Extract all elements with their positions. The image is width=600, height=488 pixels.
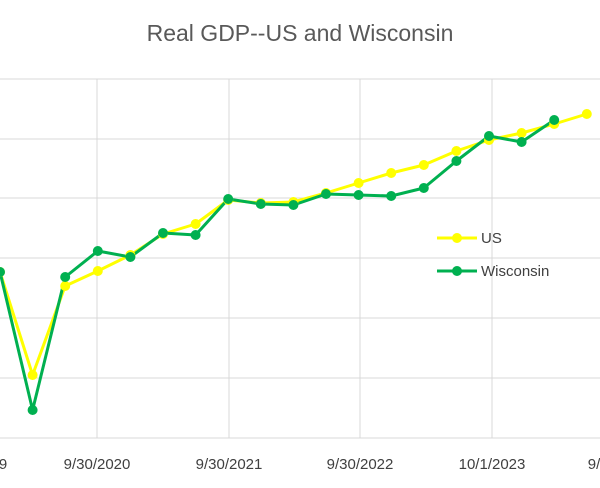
data-point-wisconsin [92,246,103,256]
x-tick-label: 9/ [588,456,600,473]
data-point-us [353,178,364,188]
legend-wisconsin-label: Wisconsin [481,263,549,280]
data-point-us [386,168,397,178]
x-tick-label: 9/30/2020 [64,456,131,473]
data-point-wisconsin [223,194,234,204]
legend: US Wisconsin [437,230,549,280]
data-point-wisconsin [27,405,38,415]
data-point-wisconsin [125,252,136,262]
data-point-wisconsin [418,183,429,193]
data-point-wisconsin [190,230,201,240]
legend-us-label: US [481,230,502,247]
data-point-wisconsin [288,200,299,210]
data-point-us [418,160,429,170]
data-point-us [190,219,201,229]
data-point-us [451,146,462,156]
series-points [0,109,592,415]
data-point-wisconsin [255,199,266,209]
legend-wisconsin-marker [452,266,462,276]
data-point-wisconsin [353,190,364,200]
data-point-us [581,109,592,119]
data-point-us [27,370,38,380]
series-lines [0,112,588,412]
x-tick-label: 10/1/2023 [459,456,526,473]
chart-title: Real GDP--US and Wisconsin [146,20,454,46]
legend-us-marker [452,233,462,243]
grid-lines [0,78,600,439]
data-point-us [92,266,103,276]
x-tick-label: 9/30/2022 [327,456,394,473]
x-tick-label: 9 [0,456,7,473]
data-point-wisconsin [0,267,5,277]
data-point-wisconsin [451,156,462,166]
data-point-us [516,128,527,138]
data-point-wisconsin [484,131,494,141]
data-point-wisconsin [549,115,560,125]
data-point-wisconsin [386,191,397,201]
data-point-us [60,281,71,291]
data-point-wisconsin [516,137,527,147]
series-line-wisconsin [0,118,556,412]
x-tick-labels: 9 9/30/2020 9/30/2021 9/30/2022 10/1/2023 9/ [0,456,600,473]
data-point-wisconsin [60,272,71,282]
data-point-wisconsin [158,228,168,238]
x-tick-label: 9/30/2021 [196,456,263,473]
data-point-wisconsin [321,189,331,199]
